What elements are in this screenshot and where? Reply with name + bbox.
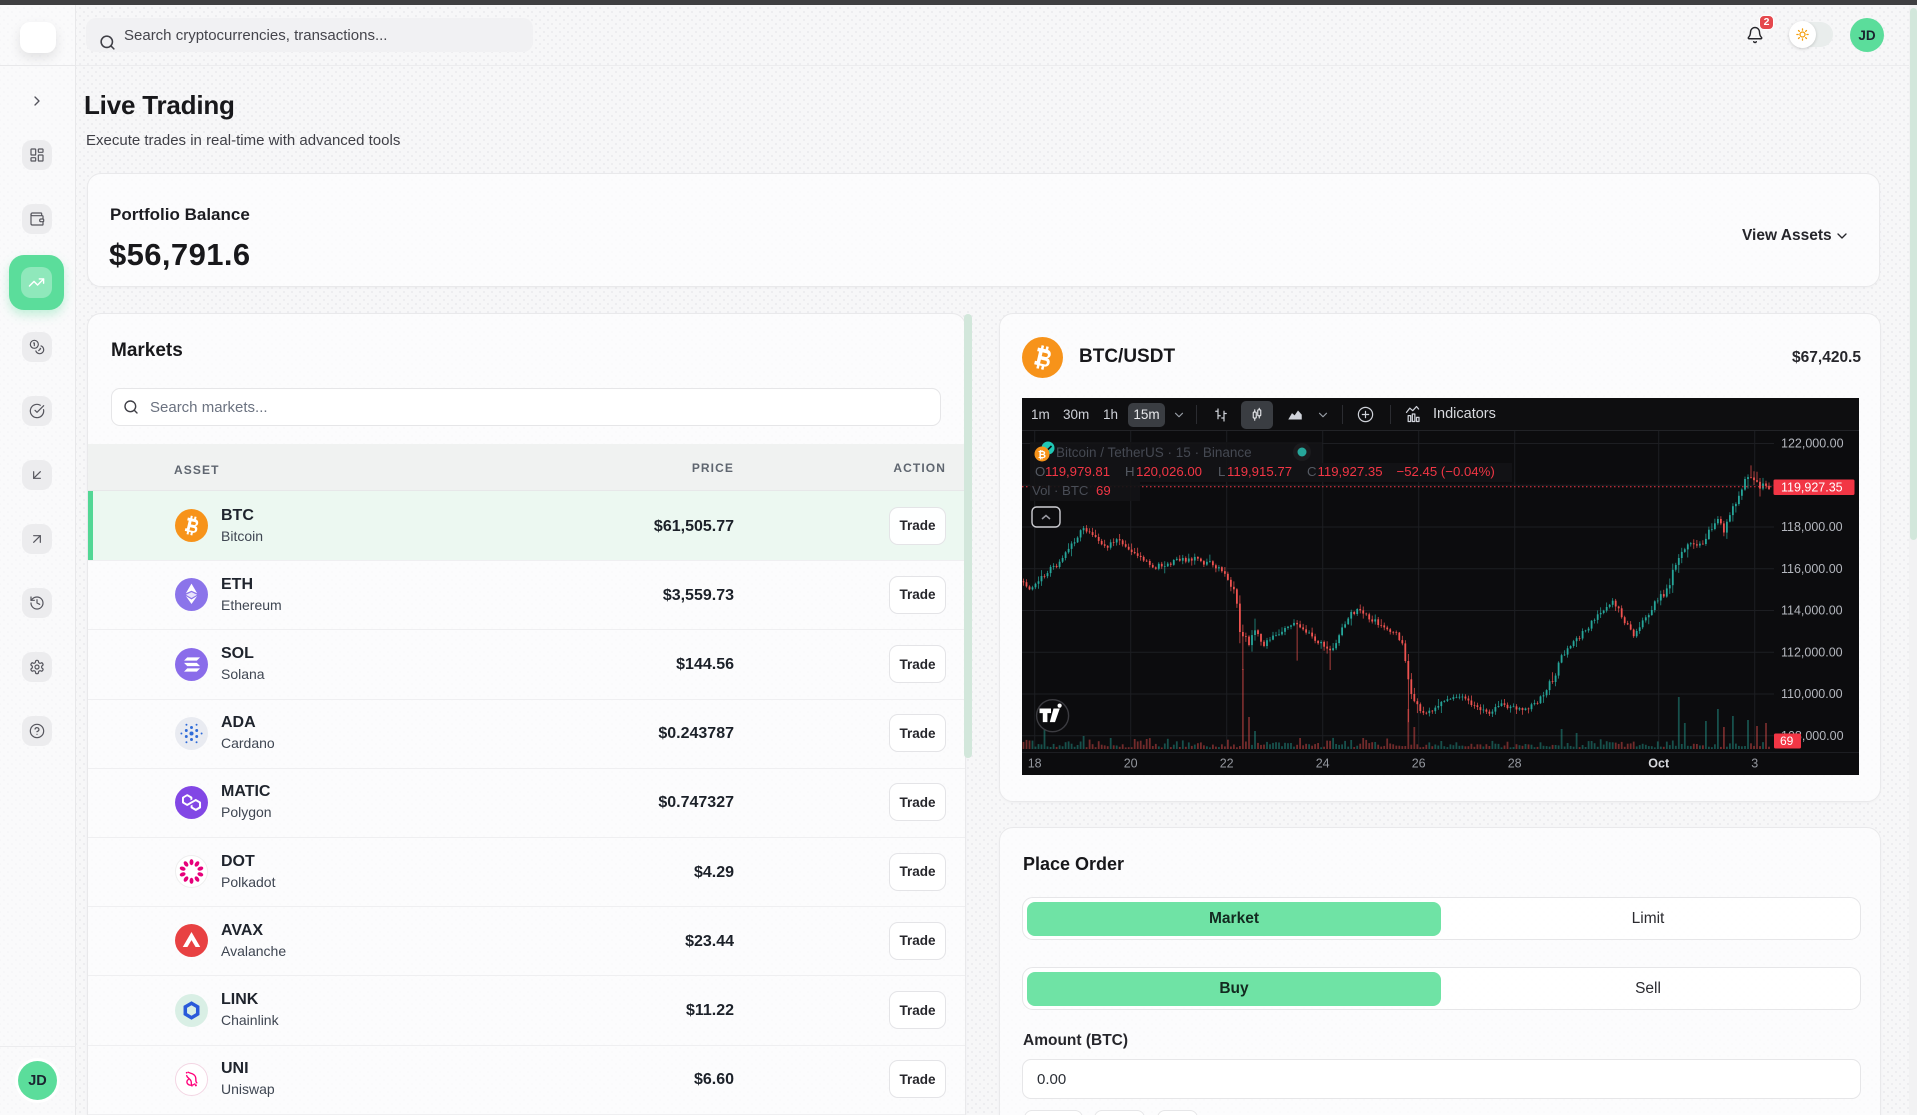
svg-text:Oct: Oct: [1649, 757, 1671, 771]
svg-text:22: 22: [1220, 757, 1234, 771]
svg-text:120,026.00: 120,026.00: [1136, 464, 1202, 479]
svg-text:119,927.35: 119,927.35: [1781, 480, 1843, 494]
svg-text:119,915.77: 119,915.77: [1227, 464, 1292, 479]
svg-text:₿: ₿: [1038, 449, 1046, 461]
svg-text:26: 26: [1412, 757, 1426, 771]
svg-text:Bitcoin / TetherUS · 15 · Bina: Bitcoin / TetherUS · 15 · Binance: [1056, 445, 1252, 460]
svg-text:116,000.00: 116,000.00: [1781, 562, 1843, 576]
svg-text:114,000.00: 114,000.00: [1781, 604, 1843, 618]
svg-text:118,000.00: 118,000.00: [1781, 520, 1843, 534]
svg-text:O: O: [1035, 464, 1045, 479]
svg-text:18: 18: [1028, 757, 1042, 771]
svg-text:119,979.81: 119,979.81: [1045, 464, 1110, 479]
svg-text:C: C: [1307, 464, 1317, 479]
svg-text:69: 69: [1780, 734, 1794, 748]
svg-text:112,000.00: 112,000.00: [1781, 645, 1843, 659]
svg-text:122,000.00: 122,000.00: [1781, 437, 1844, 451]
svg-text:H: H: [1125, 464, 1135, 479]
svg-text:20: 20: [1124, 757, 1138, 771]
svg-text:Vol · BTC: Vol · BTC: [1032, 483, 1089, 498]
svg-text:3: 3: [1752, 757, 1759, 771]
svg-text:119,927.35: 119,927.35: [1318, 464, 1383, 479]
svg-text:110,000.00: 110,000.00: [1781, 687, 1843, 701]
svg-text:−52.45 (−0.04%): −52.45 (−0.04%): [1397, 464, 1495, 479]
svg-text:L: L: [1218, 464, 1225, 479]
svg-text:69: 69: [1096, 483, 1111, 498]
svg-text:24: 24: [1316, 757, 1330, 771]
svg-text:28: 28: [1508, 757, 1522, 771]
